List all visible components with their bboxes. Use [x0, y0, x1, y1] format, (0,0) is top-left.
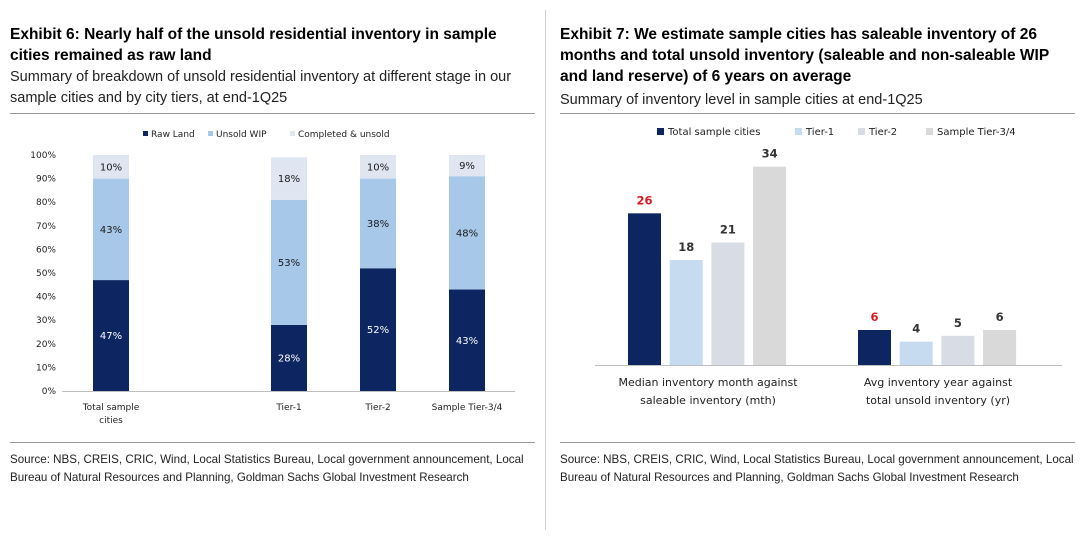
exhibit-7-source: Source: NBS, CREIS, CRIC, Wind, Local St…	[560, 453, 1074, 484]
bar-tier-2-group-1	[711, 242, 745, 365]
bar-tier-1-group-2	[899, 341, 933, 365]
bar-tier-1-group-1	[669, 260, 703, 365]
bar-sample-tier-3-4-group-1	[753, 166, 787, 365]
data-label: 5	[954, 316, 962, 330]
legend-swatch-tier-2	[858, 128, 865, 135]
data-label: 43%	[100, 225, 122, 236]
legend-label-total-sample-cities: Total sample cities	[667, 127, 760, 138]
x-tick-label: Median inventory month against	[618, 376, 798, 389]
y-tick-label: 50%	[36, 269, 56, 279]
data-label: 47%	[100, 331, 122, 342]
y-tick-label: 30%	[36, 316, 56, 326]
data-label: 43%	[456, 336, 478, 347]
legend-swatch-sample-tier-3-4	[926, 128, 933, 135]
legend-label-sample-tier-3-4: Sample Tier-3/4	[937, 127, 1016, 138]
x-tick-label: Sample Tier-3/4	[432, 403, 503, 413]
y-tick-label: 40%	[36, 293, 56, 303]
exhibit-7-chart: Total sample cities Tier-1 Tier-2 Sample Ti…	[595, 127, 1062, 407]
x-tick-label: Avg inventory year against	[864, 376, 1013, 389]
exhibit-7-panel: Exhibit 7: We estimate sample cities has…	[550, 0, 1080, 547]
legend-label-completed-unsold: Completed & unsold	[298, 130, 390, 140]
x-tick-label: Total sample	[82, 403, 140, 413]
bar-total-sample-cities-group-2	[858, 330, 891, 365]
bar-unsold-wip-total-sample-cities	[93, 178, 129, 281]
y-tick-label: 10%	[36, 363, 56, 373]
panel-divider	[545, 10, 546, 530]
exhibit-6-title: Exhibit 6: Nearly half of the unsold res…	[10, 26, 497, 64]
data-label: 18	[678, 240, 694, 254]
legend-label-raw-land: Raw Land	[151, 130, 195, 140]
x-tick-label: Tier-1	[275, 403, 301, 413]
exhibit-6-source: Source: NBS, CREIS, CRIC, Wind, Local St…	[10, 453, 524, 484]
data-label: 52%	[367, 325, 389, 336]
bar-unsold-wip-tier-1	[271, 199, 307, 325]
legend-swatch-total-sample-cities	[657, 128, 664, 135]
data-label: 26	[636, 193, 652, 207]
data-label: 9%	[459, 161, 475, 172]
y-tick-label: 70%	[36, 222, 56, 232]
data-label: 6	[996, 310, 1004, 324]
exhibit-6-subtitle: Summary of breakdown of unsold residenti…	[10, 69, 512, 106]
x-tick-label: total unsold inventory (yr)	[866, 394, 1010, 407]
exhibit-7-top-rule	[560, 113, 1075, 114]
bar-tier-2-group-2	[941, 335, 975, 365]
bar-unsold-wip-tier-2	[360, 178, 396, 269]
bar-raw-land-tier-1	[271, 324, 307, 391]
bar-completed-unsold-tier-2	[360, 155, 396, 179]
x-tick-label: cities	[99, 416, 123, 426]
bar-unsold-wip-sample-tier-3-4	[449, 176, 485, 290]
exhibit-7-subtitle: Summary of inventory level in sample cit…	[560, 92, 923, 108]
bar-raw-land-sample-tier-3-4	[449, 289, 485, 391]
y-tick-label: 0%	[42, 387, 57, 397]
y-tick-label: 60%	[36, 245, 56, 255]
bar-total-sample-cities-group-1	[628, 213, 661, 365]
legend-label-tier-2: Tier-2	[868, 127, 897, 138]
data-label: 21	[720, 223, 736, 237]
legend-label-unsold-wip: Unsold WIP	[216, 130, 267, 140]
legend-label-tier-1: Tier-1	[805, 127, 834, 138]
data-label: 28%	[278, 353, 300, 364]
data-label: 34	[762, 147, 778, 161]
y-tick-label: 90%	[36, 175, 56, 185]
bar-completed-unsold-total-sample-cities	[93, 155, 129, 179]
data-label: 10%	[100, 162, 122, 173]
bar-raw-land-total-sample-cities	[93, 280, 129, 391]
exhibit-7-bottom-rule	[560, 442, 1075, 443]
legend-swatch-raw-land	[143, 131, 148, 136]
data-label: 38%	[367, 219, 389, 230]
data-label: 4	[912, 322, 920, 336]
exhibit-7-title: Exhibit 7: We estimate sample cities has…	[560, 26, 1049, 85]
y-tick-label: 20%	[36, 340, 56, 350]
exhibit-6-top-rule	[10, 113, 535, 114]
data-label: 53%	[278, 258, 300, 269]
bar-completed-unsold-tier-1	[271, 157, 307, 200]
data-label: 6	[870, 310, 878, 324]
data-label: 48%	[456, 228, 478, 239]
bar-raw-land-tier-2	[360, 268, 396, 391]
x-tick-label: Tier-2	[364, 403, 390, 413]
y-tick-label: 80%	[36, 198, 56, 208]
bar-completed-unsold-sample-tier-3-4	[449, 155, 485, 177]
legend-swatch-tier-1	[795, 128, 802, 135]
legend-swatch-unsold-wip	[208, 131, 213, 136]
exhibit-6-bottom-rule	[10, 442, 535, 443]
data-label: 10%	[367, 162, 389, 173]
exhibit-6-chart: Raw Land Unsold WIP Completed & unsold 0% 10…	[30, 130, 515, 426]
y-tick-label: 100%	[30, 151, 56, 161]
x-tick-label: saleable inventory (mth)	[640, 394, 776, 407]
bar-sample-tier-3-4-group-2	[983, 330, 1017, 365]
data-label: 18%	[278, 174, 300, 185]
exhibit-6-panel: Exhibit 6: Nearly half of the unsold res…	[10, 26, 535, 484]
legend-swatch-completed-unsold	[290, 131, 295, 136]
